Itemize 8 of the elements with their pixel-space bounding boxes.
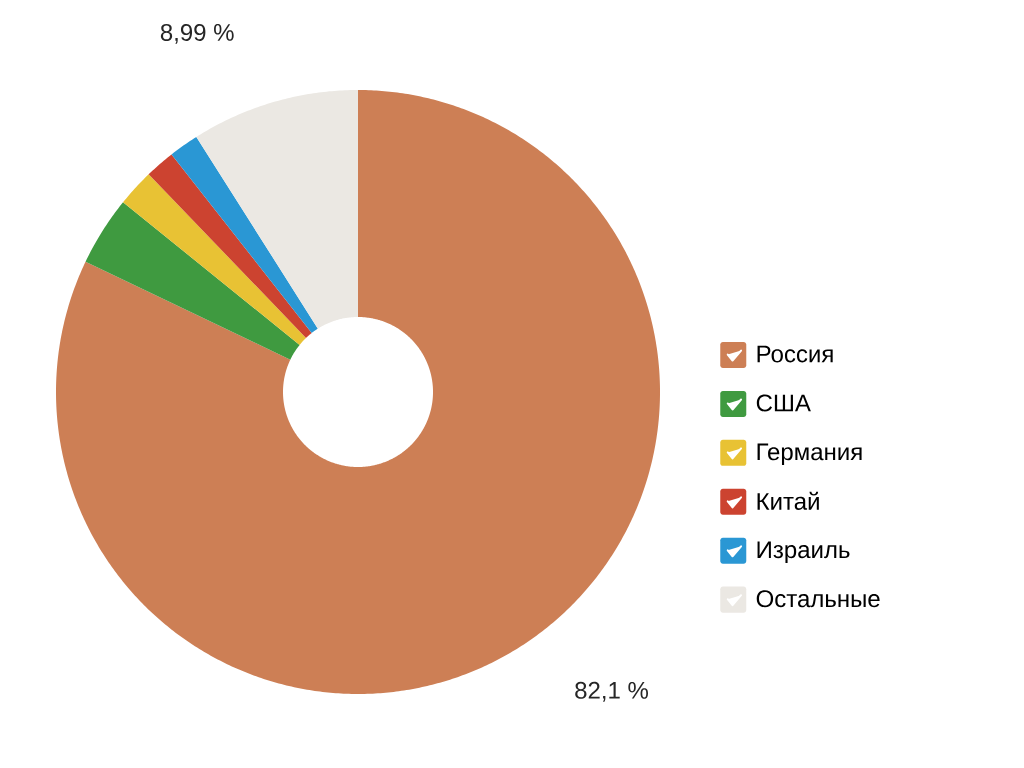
legend-label: Израиль bbox=[757, 541, 850, 563]
data-label: 82,1 % bbox=[575, 681, 649, 702]
legend-label: Китай bbox=[757, 491, 819, 510]
legend-label: США bbox=[756, 394, 811, 412]
legend-label: Германия bbox=[757, 443, 862, 466]
legend-label: Россия bbox=[757, 345, 833, 363]
legend-label: Остальные bbox=[756, 590, 880, 608]
data-label: 8,99 % bbox=[160, 23, 234, 44]
